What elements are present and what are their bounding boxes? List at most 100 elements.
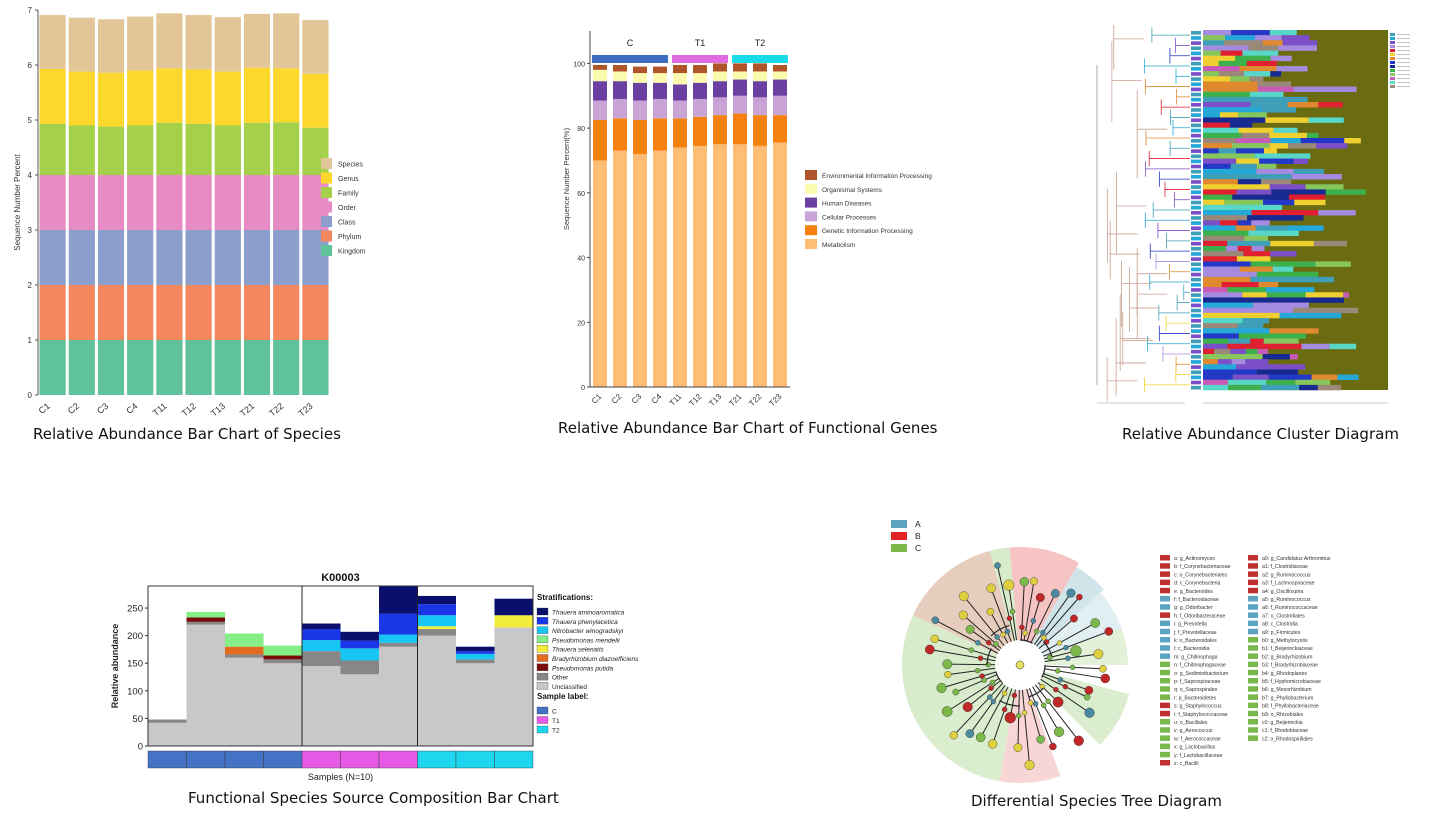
cluster-row-segment (1232, 374, 1269, 381)
bar-kingdom-t11 (156, 340, 183, 395)
tree-label-text: b7: g_Phyllobacterium (1262, 695, 1313, 701)
cluster-row-segment (1203, 112, 1220, 118)
x-tick-label-c2: C2 (610, 392, 624, 406)
cluster-row-segment (1273, 127, 1298, 134)
bar-thauera-aminoaromatica-t11 (302, 623, 341, 630)
cluster-row-segment (1306, 132, 1319, 139)
cluster-row-segment (1242, 318, 1270, 324)
tree-legend-swatch-a (891, 520, 907, 528)
tree-label-text: f: f_Bacteroidaceae (1174, 597, 1219, 603)
cluster-row-segment (1264, 148, 1277, 154)
species-bar-chart: C1 C2 C3 C4 T11 T12 T13 T21 T22 T23 0 1 2 3 4 5 6 7 Sequen… (13, 6, 366, 419)
cluster-row-segment (1257, 81, 1292, 87)
cluster-row-segment (1225, 35, 1256, 41)
tree-label-swatch (1160, 678, 1170, 684)
cluster-row-segment (1280, 297, 1344, 303)
tree-node (1030, 618, 1037, 624)
cluster-row-segment (1235, 55, 1271, 62)
cluster-row-segment (1232, 354, 1263, 360)
cluster-row-segment (1232, 194, 1289, 201)
tree-label-text: b: f_Corynebacteriaceae (1174, 564, 1231, 570)
sample-label-marker (1191, 92, 1201, 97)
bar-species-t11 (156, 13, 183, 69)
sample-label-marker (1191, 241, 1201, 246)
bar-genetic-information-processing-t21 (733, 113, 747, 145)
bar-human-diseases-c4 (653, 82, 667, 99)
cluster-row-segment (1260, 384, 1300, 391)
tree-node (1093, 649, 1104, 659)
tree-legend-label-b: B (915, 531, 921, 541)
cluster-row-segment (1293, 86, 1357, 93)
tree-label-swatch (1160, 686, 1170, 692)
cluster-row-segment (1203, 102, 1251, 108)
sample-legend-swatch-t2 (536, 725, 549, 734)
bar-environmental-information-processing-c4 (653, 66, 667, 74)
bar-family-t11 (156, 122, 183, 175)
bar-order-t11 (156, 175, 183, 230)
cluster-row-segment (1203, 287, 1228, 293)
legend-swatch-environmental-information-processing (805, 170, 817, 180)
bar-cellular-processes-c4 (653, 98, 667, 119)
bar-human-diseases-t23 (773, 79, 787, 96)
tree-label-swatch (1248, 702, 1258, 709)
sample-label-marker (1191, 216, 1201, 220)
cluster-legend-swatch (1390, 81, 1395, 84)
tree-label-text: a1: f_Clostridiaceae (1262, 564, 1308, 570)
sample-label-marker (1191, 149, 1201, 153)
cluster-row-segment (1217, 359, 1232, 365)
sample-label-marker (1191, 185, 1201, 189)
sample-label-cell-t13 (378, 750, 418, 769)
cluster-row-segment (1227, 240, 1271, 247)
plot-frame (147, 585, 534, 747)
cluster-row-segment (1249, 91, 1284, 98)
cluster-row-segment (1231, 30, 1270, 36)
bar-phylum-t12 (185, 285, 212, 340)
bar-phylum-c2 (68, 285, 95, 340)
bar-other-t11 (302, 651, 341, 666)
cluster-row-segment (1227, 379, 1267, 386)
x-tick-label-c2: C2 (66, 401, 81, 416)
bar-cellular-processes-c2 (613, 98, 627, 119)
cluster-row-segment (1203, 204, 1239, 211)
legend-label-environmental-information-processing: Environmental Information Processing (822, 173, 932, 180)
tree-label-text: a9: p_Firmicutes (1262, 630, 1301, 636)
tree-branch (1020, 581, 1025, 641)
sample-legend-label-c: C (552, 709, 557, 716)
tree-arc (990, 624, 1010, 637)
cluster-row-segment (1203, 194, 1233, 201)
sample-label-marker (1191, 97, 1201, 102)
bar-unclassified-t12 (340, 674, 379, 746)
legend-swatch-bradyrhizobium-diazoefficiens (536, 654, 549, 662)
bar-thauera-phenylacetica-t13 (379, 613, 418, 635)
cluster-row-segment (1203, 35, 1226, 41)
bar-phylum-t21 (243, 285, 271, 340)
group-bar-t2 (732, 55, 788, 63)
bar-thauera-selenatis-t21 (417, 626, 456, 630)
bar-thauera-phenylacetica-t21 (417, 604, 456, 616)
tree-node (990, 698, 997, 705)
tree-node (1009, 608, 1016, 615)
tree-label-text: h: f_Odoribacteraceae (1174, 613, 1225, 619)
x-tick-label-c4: C4 (650, 392, 664, 406)
cluster-row-segment (1299, 384, 1318, 391)
x-tick-label-t11: T11 (151, 401, 169, 418)
sample-label-marker (1191, 252, 1201, 256)
stratifications-title: Stratifications: (537, 593, 593, 602)
legend-label-metabolism: Metabolism (822, 242, 855, 249)
cluster-row-segment (1244, 71, 1271, 77)
cluster-row-segment (1221, 282, 1259, 288)
tree-node (1073, 735, 1084, 746)
bar-environmental-information-processing-c3 (633, 66, 647, 74)
bar-order-t12 (185, 175, 212, 230)
y-tick-label-200: 200 (127, 631, 143, 642)
bar-cellular-processes-t13 (713, 97, 727, 116)
tree-node (1070, 614, 1078, 623)
sample-label-marker (1191, 231, 1201, 236)
cluster-row-segment (1237, 246, 1252, 252)
tree-node (1084, 707, 1095, 718)
legend-swatch-nitrobacter-winogradskyi (536, 626, 549, 634)
cluster-row-segment (1281, 35, 1310, 41)
tree-label-text: w: f_Aerococcaceae (1174, 736, 1221, 742)
cluster-row-segment (1203, 369, 1257, 375)
bar-nitrobacter-winogradskyi-t13 (379, 634, 418, 643)
